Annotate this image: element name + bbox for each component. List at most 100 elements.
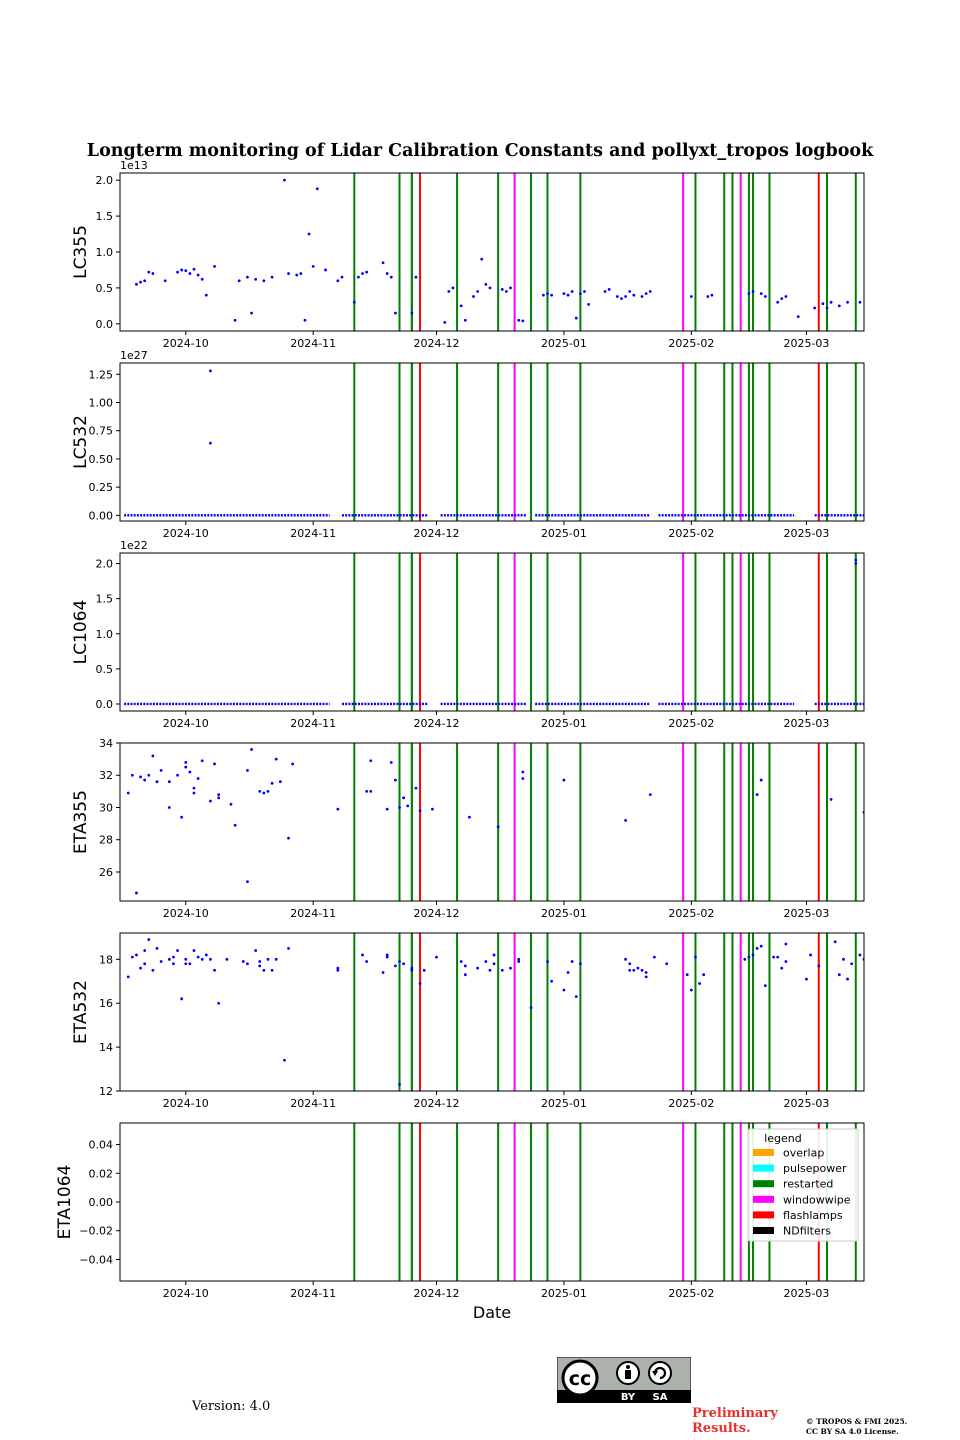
x-tick-label: 2024-12 [414, 717, 460, 730]
data-point [706, 295, 710, 298]
data-point [270, 275, 274, 279]
data-point [628, 290, 632, 293]
data-point [763, 295, 767, 298]
data-point [155, 780, 159, 784]
data-point [303, 318, 307, 322]
x-tick-label: 2025-03 [783, 717, 829, 730]
y-tick-label: 0.00 [89, 509, 114, 522]
data-point [796, 315, 800, 319]
data-point [200, 957, 204, 961]
x-tick-label: 2025-01 [541, 717, 587, 730]
data-point [694, 955, 697, 959]
data-point [410, 968, 414, 972]
data-point [578, 962, 582, 966]
data-point [196, 777, 200, 780]
x-tick-label: 2024-12 [414, 1287, 460, 1300]
data-point [389, 760, 393, 764]
data-point [315, 187, 319, 191]
data-point [496, 825, 500, 829]
data-point [817, 964, 821, 968]
data-point [385, 272, 389, 275]
data-point [776, 300, 780, 304]
data-point [546, 292, 549, 296]
badge-sa-label: SA [653, 1392, 668, 1403]
data-point [143, 778, 147, 782]
data-point [151, 754, 155, 758]
data-point [217, 1001, 221, 1005]
data-point [258, 964, 262, 968]
data-point [829, 300, 833, 304]
data-point [225, 957, 229, 961]
y-tick-label: 16 [99, 997, 113, 1010]
data-point [130, 955, 134, 959]
data-point [143, 949, 147, 952]
data-point [176, 949, 179, 952]
data-point [410, 966, 414, 970]
data-point [159, 960, 163, 963]
data-point [751, 953, 755, 957]
data-point [258, 960, 262, 963]
x-tick-label: 2025-02 [668, 1097, 714, 1110]
data-point [213, 762, 216, 766]
y-tick-label: 12 [99, 1085, 113, 1098]
cc-logo-icon [561, 1359, 599, 1397]
legend-swatch-NDfilters [753, 1227, 774, 1234]
data-point [147, 773, 151, 777]
x-tick-label: 2025-02 [668, 527, 714, 540]
data-point [414, 275, 418, 279]
data-point [402, 796, 406, 800]
y-offset-label: 1e22 [120, 539, 148, 552]
data-point [550, 979, 554, 983]
data-point [270, 968, 274, 972]
data-point [139, 775, 142, 779]
x-tick-label: 2025-01 [541, 1287, 587, 1300]
legend-label-windowwipe: windowwipe [783, 1193, 851, 1206]
data-point [213, 968, 216, 972]
y-offset-label: 1e27 [120, 349, 148, 362]
data-point [574, 316, 578, 320]
data-point [509, 286, 512, 290]
x-tick-label: 2025-03 [783, 527, 829, 540]
data-point [521, 319, 525, 323]
cc-logo-text: cc [569, 1368, 592, 1390]
data-point [805, 977, 808, 981]
data-point [159, 769, 163, 772]
x-tick-label: 2024-10 [163, 717, 209, 730]
x-tick-label: 2024-11 [290, 717, 336, 730]
data-point [607, 287, 611, 291]
data-point [867, 938, 870, 941]
data-point [521, 770, 525, 774]
data-point [842, 957, 845, 961]
data-point [747, 955, 751, 959]
data-point [759, 944, 763, 948]
data-point [837, 304, 841, 308]
data-point [459, 304, 463, 308]
x-tick-label: 2024-12 [414, 527, 460, 540]
data-point [517, 957, 521, 961]
x-tick-label: 2025-02 [668, 337, 714, 350]
y-tick-label: 0.5 [96, 663, 114, 676]
data-point [130, 773, 134, 777]
data-point [620, 297, 623, 301]
data-point [340, 275, 344, 279]
data-point [759, 292, 763, 296]
data-point [217, 793, 221, 796]
data-point [698, 982, 701, 985]
data-point [743, 957, 747, 961]
data-point [184, 765, 188, 769]
y-tick-label: 32 [99, 769, 113, 782]
axes-frame [119, 742, 865, 902]
panel-eta1064: 2024-10 2024-11 2024-12 2025-01 2025-02 2025-… [55, 1122, 865, 1300]
data-point [274, 957, 278, 961]
data-point [837, 973, 841, 977]
data-point [484, 960, 488, 963]
data-point [336, 279, 340, 283]
panel-lc355: 2024-10 2024-11 2024-12 2025-01 2025-02 2025-… [71, 159, 865, 350]
data-point [254, 277, 258, 281]
axes-frame [119, 362, 865, 522]
data-point [689, 988, 693, 992]
y-axis-label: ETA1064 [55, 1165, 75, 1240]
data-point [780, 297, 784, 301]
panel-eta532: 2024-10 2024-11 2024-12 2025-01 2025-02 2025-… [71, 932, 870, 1110]
data-point [517, 960, 521, 963]
